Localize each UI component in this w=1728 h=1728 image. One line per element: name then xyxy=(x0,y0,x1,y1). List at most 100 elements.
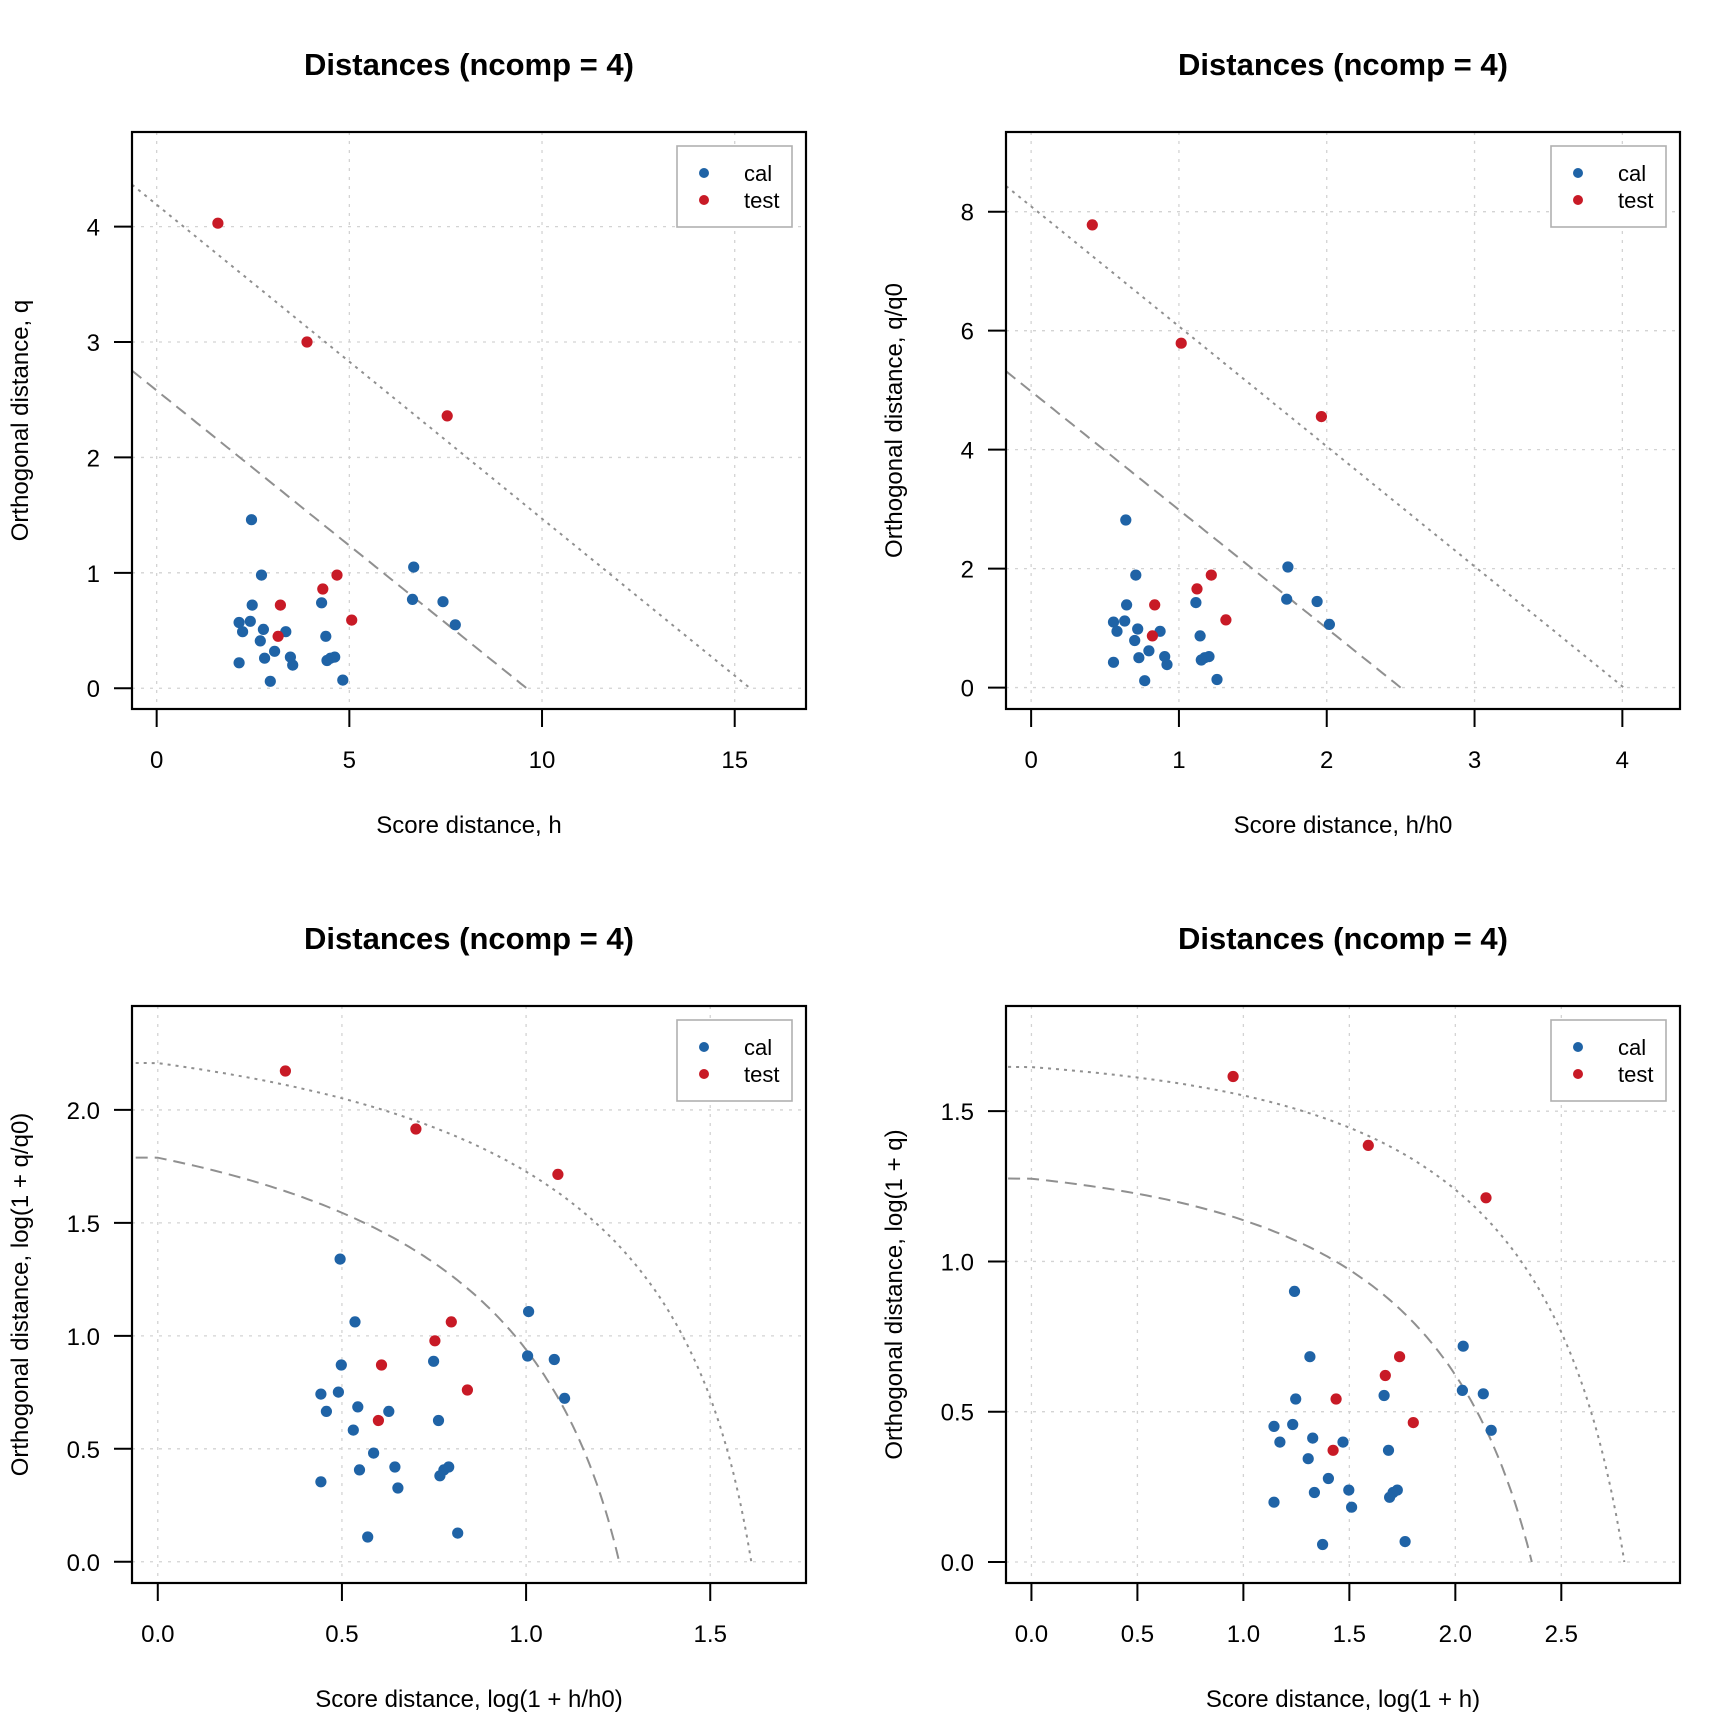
cal-point xyxy=(1382,1444,1395,1456)
cal-point xyxy=(269,645,281,657)
test-point xyxy=(461,1384,473,1396)
cal-point xyxy=(452,1527,464,1539)
cal-point xyxy=(337,674,349,686)
panel-log-scaled-distances: Distances (ncomp = 4) Score distance, lo… xyxy=(7,921,808,1713)
legend-cal-label: cal xyxy=(1618,1035,1646,1060)
extreme-limit-line xyxy=(1005,370,1402,689)
chart-title: Distances (ncomp = 4) xyxy=(1178,47,1508,82)
cal-point xyxy=(254,635,266,647)
cal-point xyxy=(334,1253,346,1265)
plot-frame xyxy=(1004,130,1682,711)
cal-point xyxy=(1457,1340,1469,1352)
legend-test-label: test xyxy=(1618,1062,1653,1087)
cal-point xyxy=(389,1461,401,1473)
legend-cal-marker xyxy=(1573,168,1583,178)
cal-point xyxy=(408,561,420,573)
cal-point xyxy=(255,569,268,581)
cal-point xyxy=(347,1424,359,1436)
test-point xyxy=(279,1065,291,1077)
y-axis-label: Orthogonal distance, q/q0 xyxy=(881,283,908,558)
test-point xyxy=(301,336,313,348)
test-point xyxy=(410,1123,422,1135)
legend-test-label: test xyxy=(744,1062,779,1087)
test-point xyxy=(317,583,329,595)
cal-point xyxy=(1194,630,1206,642)
cal-point xyxy=(559,1392,571,1404)
y-tick-label: 0 xyxy=(87,676,100,703)
cal-point xyxy=(315,1476,327,1488)
test-point xyxy=(445,1316,457,1328)
legend-test-label: test xyxy=(744,188,779,213)
x-tick-label: 0 xyxy=(150,747,163,774)
axes: 0 5 10 15 0 1 2 3 4 xyxy=(87,215,748,774)
cal-point xyxy=(449,619,461,631)
y-axis-label: Orthogonal distance, log(1 + q) xyxy=(881,1129,908,1459)
test-point xyxy=(429,1335,441,1347)
x-tick-label: 0.5 xyxy=(1121,1621,1154,1648)
legend-test-label: test xyxy=(1618,188,1653,213)
cal-point xyxy=(432,1414,445,1427)
legend: cal test xyxy=(1550,145,1667,228)
cal-point xyxy=(1133,652,1145,664)
outlier-limit-line xyxy=(135,1062,753,1562)
cal-point xyxy=(316,597,328,609)
test-point xyxy=(1205,569,1217,581)
legend: cal test xyxy=(1550,1019,1667,1102)
x-tick-label: 2.0 xyxy=(1439,1621,1472,1648)
test-point xyxy=(1362,1139,1374,1151)
y-tick-label: 0.0 xyxy=(67,1550,100,1577)
cal-point xyxy=(1456,1384,1468,1396)
legend-cal-label: cal xyxy=(1618,161,1646,186)
cal-point xyxy=(1282,561,1294,573)
cal-point xyxy=(1130,569,1142,581)
plot-frame xyxy=(1004,1004,1682,1585)
cal-point xyxy=(1399,1536,1411,1548)
cal-point xyxy=(1343,1484,1355,1496)
cal-point xyxy=(548,1353,560,1366)
legend-test-marker xyxy=(1573,1069,1583,1079)
y-tick-label: 2.0 xyxy=(67,1098,100,1125)
cal-point xyxy=(368,1447,380,1459)
cal-point xyxy=(1323,618,1335,631)
legend-test-marker xyxy=(699,195,709,205)
cal-point xyxy=(1120,514,1132,526)
cal-point xyxy=(1268,1420,1280,1432)
cal-point xyxy=(352,1401,364,1413)
x-tick-label: 15 xyxy=(721,747,748,774)
cal-point xyxy=(1139,675,1151,687)
cal-point xyxy=(1111,625,1123,637)
cal-point xyxy=(392,1482,404,1494)
x-tick-label: 1.0 xyxy=(1227,1621,1260,1648)
cal-point xyxy=(349,1316,361,1328)
y-tick-label: 0.5 xyxy=(941,1400,974,1427)
axes: 0.0 0.5 1.0 1.5 2.0 2.5 0.0 0.5 1.0 1.5 xyxy=(941,1099,1578,1648)
cal-point xyxy=(1311,595,1323,608)
cal-point xyxy=(259,652,271,664)
cal-point xyxy=(335,1359,347,1371)
cal-point xyxy=(523,1306,535,1318)
cal-point xyxy=(1129,634,1141,647)
cal-point xyxy=(1274,1436,1286,1448)
cal-point xyxy=(1211,673,1223,686)
x-axis-label: Score distance, log(1 + h) xyxy=(1206,1686,1480,1713)
legend: cal test xyxy=(676,145,793,228)
cal-point xyxy=(1132,623,1144,635)
panel-scaled-distances: Distances (ncomp = 4) Score distance, h/… xyxy=(881,47,1682,839)
cal-point xyxy=(1322,1472,1334,1485)
cal-point xyxy=(1308,1486,1320,1499)
test-point xyxy=(272,630,284,642)
test-point xyxy=(1327,1444,1339,1456)
cal-point xyxy=(245,514,258,526)
cal-point xyxy=(1346,1501,1358,1513)
y-tick-label: 1.0 xyxy=(941,1249,974,1276)
cal-point xyxy=(246,599,258,611)
y-axis-label: Orthogonal distance, q xyxy=(7,300,34,542)
cal-point xyxy=(233,616,245,629)
axes: 0.0 0.5 1.0 1.5 0.0 0.5 1.0 1.5 2.0 xyxy=(67,1098,727,1648)
cal-point xyxy=(1190,597,1202,609)
cal-point xyxy=(1281,593,1293,605)
x-tick-label: 0.5 xyxy=(325,1621,358,1648)
cal-point xyxy=(443,1461,455,1473)
x-tick-label: 0 xyxy=(1024,747,1037,774)
